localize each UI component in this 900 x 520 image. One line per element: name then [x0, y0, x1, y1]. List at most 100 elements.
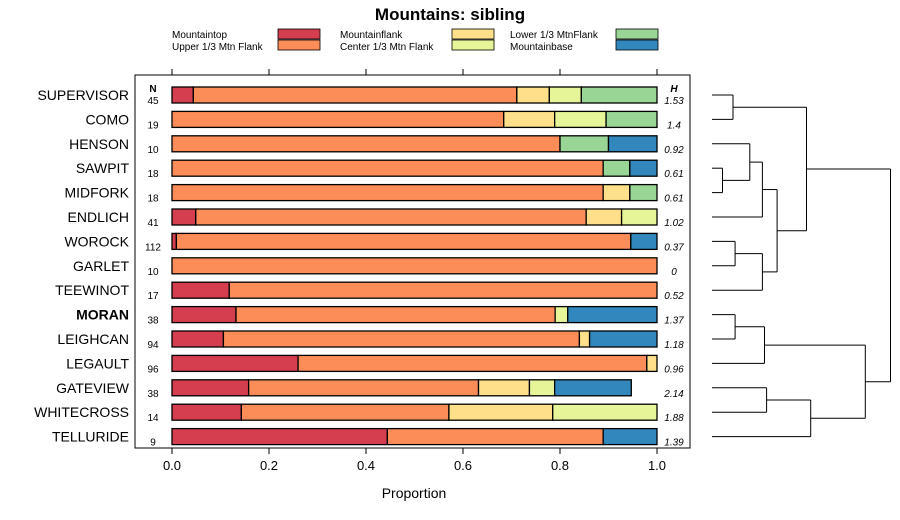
bar-segment-midfork-mountainflank	[602, 183, 631, 202]
category-label-worock: WOROCK	[64, 233, 129, 249]
bar-segment-leighcan-mountainflank	[578, 330, 591, 348]
h-value-gateview: 2.14	[663, 389, 684, 400]
h-value-sawpit: 0.61	[664, 169, 683, 180]
category-label-telluride: TELLURIDE	[52, 429, 129, 445]
legend-label-lower-1-3-mtnflank: Lower 1/3 MtnFlank	[510, 30, 599, 41]
bar-segment-henson-lower-1-3-mtnflank	[559, 135, 610, 153]
h-value-moran: 1.37	[664, 316, 684, 327]
category-label-legault: LEGAULT	[66, 355, 129, 371]
bar-segment-whitecross-mountaintop	[171, 403, 243, 421]
legend-swatch-lower-1-3-mtnflank	[615, 28, 659, 40]
x-tick-label: 1.0	[648, 458, 666, 473]
bar-segment-whitecross-upper-1-3-mtn-flank	[240, 403, 450, 421]
bar-segment-supervisor-lower-1-3-mtnflank	[580, 86, 658, 104]
bar-segment-gateview-mountaintop	[171, 379, 250, 397]
legend-swatch-mountaintop	[277, 28, 321, 40]
bar-segment-moran-center-1-3-mtn-flank	[554, 305, 569, 324]
x-tick-label: 0.8	[551, 458, 569, 473]
bar-segment-leighcan-mountainbase	[588, 330, 658, 348]
bar-segment-endlich-mountainflank	[585, 208, 623, 226]
bar-segment-teewinot-upper-1-3-mtn-flank	[228, 281, 658, 299]
bar-segment-gateview-mountainbase	[554, 379, 632, 397]
h-value-supervisor: 1.53	[664, 96, 684, 107]
h-value-endlich: 1.02	[664, 218, 684, 229]
category-label-moran: MORAN	[76, 307, 129, 323]
bar-segment-leighcan-mountaintop	[171, 330, 225, 348]
legend-label-mountaintop: Mountaintop	[172, 30, 227, 41]
h-value-leighcan: 1.18	[664, 340, 684, 351]
n-value-supervisor: 45	[147, 96, 159, 107]
bar-segment-supervisor-mountainflank	[516, 86, 550, 104]
bar-segment-telluride-mountainbase	[602, 427, 658, 446]
bar-segment-henson-upper-1-3-mtn-flank	[171, 135, 561, 153]
n-value-moran: 38	[147, 316, 159, 327]
bar-segment-worock-mountainbase	[630, 232, 658, 251]
bar-segment-moran-mountaintop	[171, 305, 237, 324]
h-value-legault: 0.96	[664, 364, 684, 375]
h-value-worock: 0.37	[664, 242, 684, 253]
bar-segment-midfork-upper-1-3-mtn-flank	[171, 183, 604, 202]
legend-label-mountainbase: Mountainbase	[510, 42, 573, 53]
legend-label-upper-1-3-mtn-flank: Upper 1/3 Mtn Flank	[172, 42, 264, 53]
bar-segment-sawpit-upper-1-3-mtn-flank	[171, 159, 604, 177]
x-tick-label: 0.0	[163, 458, 181, 473]
n-value-leighcan: 94	[147, 340, 159, 351]
bar-segment-endlich-center-1-3-mtn-flank	[620, 208, 658, 226]
bar-segment-moran-upper-1-3-mtn-flank	[235, 305, 556, 324]
bar-segment-como-upper-1-3-mtn-flank	[171, 110, 505, 129]
h-value-telluride: 1.39	[664, 438, 684, 449]
h-value-como: 1.4	[667, 120, 681, 131]
n-value-legault: 96	[147, 364, 159, 375]
bar-segment-supervisor-upper-1-3-mtn-flank	[192, 86, 518, 104]
category-label-leighcan: LEIGHCAN	[57, 331, 129, 347]
bar-segment-endlich-mountaintop	[171, 208, 197, 226]
bar-segment-worock-mountaintop	[171, 232, 178, 251]
h-header: H	[670, 84, 678, 95]
bar-segment-como-lower-1-3-mtnflank	[605, 110, 658, 129]
n-value-midfork: 18	[147, 194, 159, 205]
n-value-whitecross: 14	[147, 413, 159, 424]
bar-segment-endlich-upper-1-3-mtn-flank	[195, 208, 587, 226]
bar-segment-whitecross-center-1-3-mtn-flank	[552, 403, 658, 421]
bar-segment-teewinot-mountaintop	[171, 281, 230, 299]
bar-segment-gateview-upper-1-3-mtn-flank	[247, 379, 480, 397]
chart-title: Mountains: sibling	[375, 5, 525, 24]
bar-segment-worock-upper-1-3-mtn-flank	[175, 232, 632, 251]
bar-segment-whitecross-mountainflank	[448, 403, 554, 421]
h-value-garlet: 0	[671, 267, 677, 278]
legend-swatch-upper-1-3-mtn-flank	[277, 39, 321, 51]
legend-label-center-1-3-mtn-flank: Center 1/3 Mtn Flank	[340, 42, 434, 53]
bar-segment-como-mountainflank	[503, 110, 556, 129]
x-axis-label: Proportion	[382, 485, 447, 501]
category-label-supervisor: SUPERVISOR	[37, 87, 129, 103]
legend-swatch-center-1-3-mtn-flank	[451, 39, 495, 51]
plot-area: 0.0 0.2 0.4 0.6 0.8 1.0 Proportion N H SUPERVISOR…	[34, 69, 691, 501]
bar-segment-moran-mountainbase	[567, 305, 658, 324]
category-label-henson: HENSON	[69, 136, 129, 152]
category-label-sawpit: SAWPIT	[76, 160, 130, 176]
bar-segment-legault-mountainflank	[646, 354, 658, 373]
h-value-teewinot: 0.52	[664, 291, 684, 302]
plot-frame	[134, 74, 691, 449]
bar-segment-como-center-1-3-mtn-flank	[554, 110, 607, 129]
bar-segment-supervisor-mountaintop	[171, 86, 194, 104]
legend-label-mountainflank: Mountainflank	[340, 30, 403, 41]
n-header: N	[149, 84, 156, 95]
legend-swatch-mountainbase	[615, 39, 659, 51]
h-value-midfork: 0.61	[664, 194, 683, 205]
bar-segment-legault-upper-1-3-mtn-flank	[297, 354, 648, 373]
category-label-midfork: MIDFORK	[64, 185, 129, 201]
category-label-gateview: GATEVIEW	[56, 380, 130, 396]
x-tick-label: 0.2	[260, 458, 278, 473]
n-value-teewinot: 17	[147, 291, 159, 302]
category-label-como: COMO	[85, 111, 129, 127]
n-value-endlich: 41	[147, 218, 159, 229]
n-value-sawpit: 18	[147, 169, 159, 180]
category-label-teewinot: TEEWINOT	[55, 282, 129, 298]
legend-swatch-mountainflank	[451, 28, 495, 40]
bar-segment-supervisor-center-1-3-mtn-flank	[548, 86, 582, 104]
bar-segment-legault-mountaintop	[171, 354, 299, 373]
bar-segment-gateview-mountainflank	[477, 379, 531, 397]
bar-segment-sawpit-lower-1-3-mtnflank	[602, 159, 631, 177]
